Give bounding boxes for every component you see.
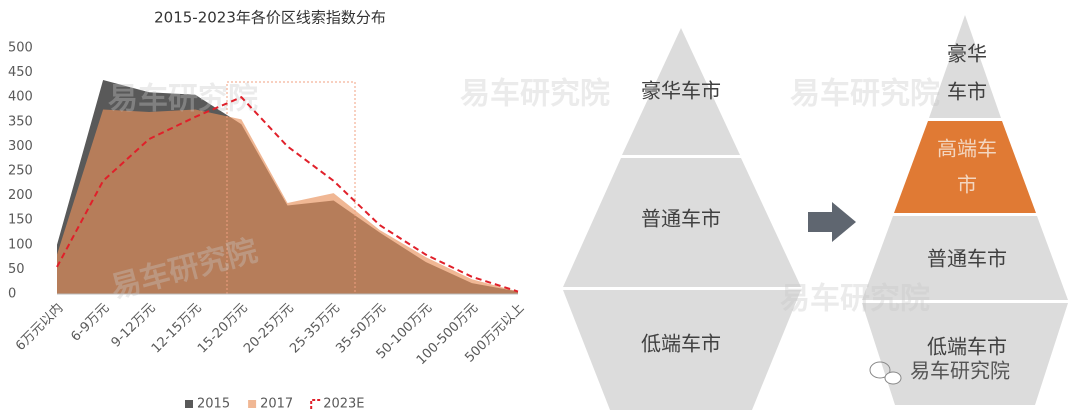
x-tick-label: 6-9万元 [68, 301, 112, 345]
pyramid-label: 低端车市 [641, 332, 721, 356]
y-tick-label: 0 [8, 287, 16, 302]
legend-label: 2015 [197, 397, 230, 412]
legend-label: 2023E [323, 397, 364, 412]
y-tick-label: 150 [8, 213, 33, 228]
y-tick-label: 400 [8, 90, 33, 105]
pyramid-mid [563, 158, 801, 287]
pyramid-label: 普通车市 [641, 207, 721, 231]
footer-brand: 易车研究院 [910, 359, 1010, 383]
pyramid-bottom [862, 303, 1068, 405]
watermark: 易车研究院 [780, 282, 930, 317]
wechat-icon [884, 371, 902, 385]
y-tick-label: 300 [8, 139, 33, 154]
pyramid-high [894, 121, 1036, 213]
x-tick-label: 6万元以内 [12, 300, 66, 354]
watermark: 易车研究院 [108, 82, 258, 117]
pyramid-label: 市 [957, 173, 977, 197]
area [57, 109, 518, 294]
legend-swatch [185, 400, 193, 408]
y-tick-label: 100 [8, 237, 33, 252]
line [56, 96, 519, 293]
watermark: 易车研究院 [790, 77, 940, 112]
pyramid-label: 豪华 [947, 42, 987, 66]
pyramid-label: 车市 [947, 80, 987, 104]
arrow [808, 202, 856, 242]
y-tick-label: 350 [8, 114, 33, 129]
pyramid-top [622, 28, 740, 155]
watermark: 易车研究院 [460, 77, 610, 112]
pyramid-label: 豪华车市 [641, 79, 721, 103]
pyramid-mid [862, 216, 1068, 300]
pyramid-top [929, 15, 1001, 118]
pyramids: 豪华车市 普通车市 低端车市 豪华 车市 高端车 市 普通车市 低端车市 易车研… [563, 15, 1068, 410]
pyramid-label: 低端车市 [927, 335, 1007, 359]
chart-title: 2015-2023年各价区线索指数分布 [154, 9, 386, 27]
legend-swatch [248, 400, 257, 408]
y-tick-label: 200 [8, 188, 33, 203]
y-tick-label: 450 [8, 65, 33, 80]
legend-swatch [310, 399, 321, 409]
pyramid-bottom [563, 290, 801, 410]
pyramid-label: 高端车 [937, 137, 997, 161]
y-tick-label: 50 [8, 262, 25, 277]
y-tick-label: 500 [8, 41, 33, 56]
pyramid-label: 普通车市 [927, 247, 1007, 271]
y-tick-label: 250 [8, 164, 33, 179]
wechat-icon [869, 361, 891, 379]
legend-label: 2017 [260, 397, 293, 412]
